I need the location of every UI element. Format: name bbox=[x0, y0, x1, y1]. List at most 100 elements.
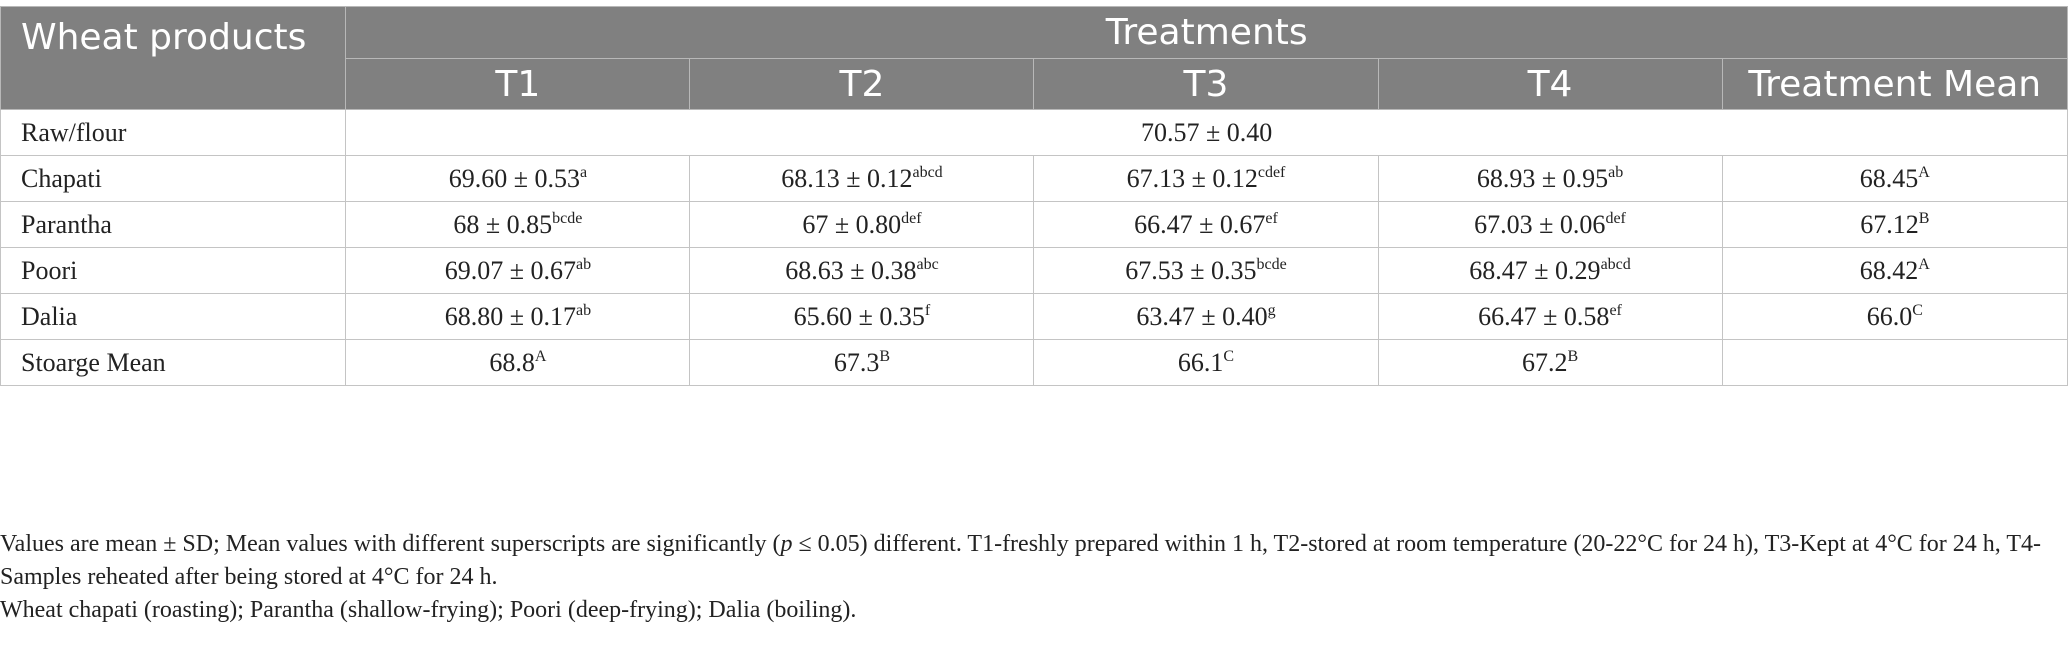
value-cell: 68.45A bbox=[1721, 155, 2068, 202]
cell-value: 66.47 ± 0.67 bbox=[1134, 209, 1266, 239]
merged-value-cell: 70.57 ± 0.40 bbox=[345, 109, 2068, 156]
cell-superscript: ef bbox=[1265, 209, 1278, 227]
cell-value: 68.8 bbox=[489, 347, 535, 377]
cell-superscript: def bbox=[1605, 209, 1626, 227]
cell-superscript: cdef bbox=[1257, 163, 1286, 181]
cell-value: 68 ± 0.85 bbox=[453, 209, 553, 239]
column-header-t2: T2 bbox=[689, 58, 1035, 110]
table-row-dalia: Dalia 68.80 ± 0.17ab 65.60 ± 0.35f 63.47… bbox=[0, 293, 2068, 340]
value-cell: 68.93 ± 0.95ab bbox=[1377, 155, 1723, 202]
cell-superscript: B bbox=[1567, 347, 1579, 365]
cell-value: 67.13 ± 0.12 bbox=[1126, 163, 1258, 193]
cell-superscript: bcde bbox=[552, 209, 583, 227]
value-cell: 68.42A bbox=[1721, 247, 2068, 294]
value-cell: 67.53 ± 0.35bcde bbox=[1033, 247, 1379, 294]
cell-superscript: abcd bbox=[912, 163, 943, 181]
cell-superscript: f bbox=[924, 301, 931, 319]
value-cell: 65.60 ± 0.35f bbox=[689, 293, 1035, 340]
cell-superscript: A bbox=[1918, 163, 1930, 181]
column-header-t4: T4 bbox=[1377, 58, 1723, 110]
row-label: Poori bbox=[0, 247, 347, 294]
value-cell: 66.0C bbox=[1721, 293, 2068, 340]
cell-superscript: C bbox=[1912, 301, 1923, 319]
value-cell-empty bbox=[1721, 339, 2068, 386]
table-footnotes: Values are mean ± SD; Mean values with d… bbox=[0, 528, 2060, 627]
row-label: Raw/flour bbox=[0, 109, 347, 156]
cell-value: 69.07 ± 0.67 bbox=[444, 255, 576, 285]
cell-superscript: ab bbox=[1608, 163, 1624, 181]
value-cell: 67 ± 0.80def bbox=[689, 201, 1035, 248]
cell-superscript: C bbox=[1223, 347, 1235, 365]
cell-superscript: abc bbox=[916, 255, 939, 273]
row-label-header: Wheat products bbox=[0, 6, 347, 110]
cell-superscript: g bbox=[1267, 301, 1276, 319]
value-cell: 66.47 ± 0.67ef bbox=[1033, 201, 1379, 248]
cell-value: 68.80 ± 0.17 bbox=[444, 301, 576, 331]
results-table: Wheat products Treatments T1 T2 T3 T4 Tr… bbox=[0, 6, 2068, 386]
footnote-text: ≤ 0.05) different. T1-freshly prepared w… bbox=[0, 531, 2042, 590]
value-cell: 67.12B bbox=[1721, 201, 2068, 248]
value-cell: 68.47 ± 0.29abcd bbox=[1377, 247, 1723, 294]
cell-value: 67.12 bbox=[1860, 209, 1919, 239]
cell-value: 69.60 ± 0.53 bbox=[448, 163, 580, 193]
value-cell: 69.07 ± 0.67ab bbox=[345, 247, 691, 294]
footnote-text: Values are mean ± SD; Mean values with d… bbox=[0, 531, 781, 557]
cell-superscript: ab bbox=[575, 301, 592, 319]
cell-value: 68.13 ± 0.12 bbox=[781, 163, 913, 193]
cell-value: 67.2 bbox=[1521, 347, 1568, 377]
header-row-1: Wheat products Treatments bbox=[0, 6, 2068, 110]
cell-superscript: ab bbox=[575, 255, 592, 273]
value-cell: 67.13 ± 0.12cdef bbox=[1033, 155, 1379, 202]
cell-value: 68.63 ± 0.38 bbox=[785, 255, 917, 285]
value-cell: 67.03 ± 0.06def bbox=[1377, 201, 1723, 248]
cell-superscript: bcde bbox=[1256, 255, 1287, 273]
header-row-2: T1 T2 T3 T4 Treatment Mean bbox=[1, 58, 2068, 110]
cell-superscript: B bbox=[1918, 209, 1930, 227]
cell-superscript: ef bbox=[1609, 301, 1622, 319]
value-cell: 68 ± 0.85bcde bbox=[345, 201, 691, 248]
cell-superscript: def bbox=[901, 209, 922, 227]
value-cell: 67.3B bbox=[689, 339, 1035, 386]
cell-value: 68.93 ± 0.95 bbox=[1476, 163, 1609, 193]
column-header-t1: T1 bbox=[345, 58, 691, 110]
row-label: Parantha bbox=[0, 201, 347, 248]
cell-value: 66.47 ± 0.58 bbox=[1478, 301, 1610, 331]
footnote-statistics: Values are mean ± SD; Mean values with d… bbox=[0, 528, 2060, 594]
cell-superscript: abcd bbox=[1600, 255, 1631, 273]
footnote-methods: Wheat chapati (roasting); Parantha (shal… bbox=[0, 597, 857, 623]
cell-value: 67.3 bbox=[833, 347, 880, 377]
value-cell: 68.13 ± 0.12abcd bbox=[689, 155, 1035, 202]
table-row-storage-mean: Stoarge Mean 68.8A 67.3B 66.1C 67.2B bbox=[0, 339, 2068, 386]
table-row-parantha: Parantha 68 ± 0.85bcde 67 ± 0.80def 66.4… bbox=[0, 201, 2068, 248]
cell-superscript: A bbox=[534, 347, 547, 365]
footnote-p-symbol: p bbox=[780, 531, 793, 557]
cell-value: 68.45 bbox=[1859, 163, 1919, 193]
value-cell: 66.1C bbox=[1033, 339, 1379, 386]
row-label: Stoarge Mean bbox=[0, 339, 347, 386]
cell-value: 67.53 ± 0.35 bbox=[1125, 255, 1257, 285]
value-cell: 69.60 ± 0.53a bbox=[345, 155, 691, 202]
cell-superscript: a bbox=[579, 163, 588, 181]
value-cell: 63.47 ± 0.40g bbox=[1033, 293, 1379, 340]
cell-value: 68.47 ± 0.29 bbox=[1469, 255, 1601, 285]
column-header-treatment-mean: Treatment Mean bbox=[1721, 58, 2068, 110]
value-cell: 68.8A bbox=[345, 339, 691, 386]
value-cell: 68.63 ± 0.38abc bbox=[689, 247, 1035, 294]
cell-superscript: B bbox=[879, 347, 891, 365]
cell-value: 67 ± 0.80 bbox=[802, 209, 902, 239]
row-label: Dalia bbox=[0, 293, 347, 340]
cell-value: 66.0 bbox=[1866, 301, 1913, 331]
table-row-chapati: Chapati 69.60 ± 0.53a 68.13 ± 0.12abcd 6… bbox=[0, 155, 2068, 202]
treatments-header: Treatments bbox=[345, 6, 2068, 59]
cell-value: 66.1 bbox=[1177, 347, 1224, 377]
cell-value: 67.03 ± 0.06 bbox=[1474, 209, 1606, 239]
value-cell: 66.47 ± 0.58ef bbox=[1377, 293, 1723, 340]
cell-value: 68.42 bbox=[1859, 255, 1919, 285]
cell-superscript: A bbox=[1918, 255, 1930, 273]
cell-value: 63.47 ± 0.40 bbox=[1136, 301, 1268, 331]
table-row-poori: Poori 69.07 ± 0.67ab 68.63 ± 0.38abc 67.… bbox=[0, 247, 2068, 294]
value-cell: 68.80 ± 0.17ab bbox=[345, 293, 691, 340]
column-header-t3: T3 bbox=[1033, 58, 1379, 110]
table-row-raw-flour: Raw/flour 70.57 ± 0.40 bbox=[0, 109, 2068, 156]
value-cell: 67.2B bbox=[1377, 339, 1723, 386]
